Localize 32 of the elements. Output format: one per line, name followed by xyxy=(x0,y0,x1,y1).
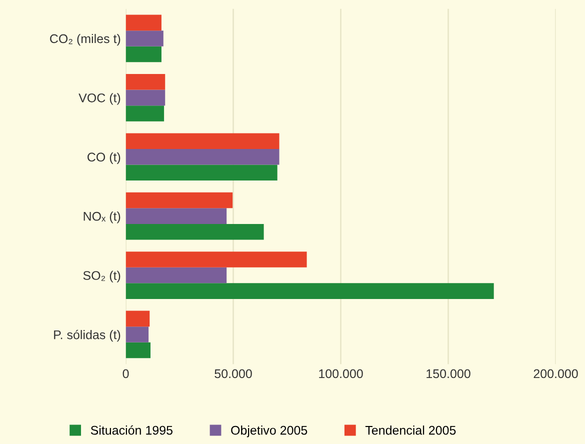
x-tick-label: 200.000 xyxy=(534,369,578,378)
y-tick-label: SO₂ (t) xyxy=(83,270,120,282)
bar xyxy=(126,106,164,122)
bar xyxy=(126,14,162,31)
bar xyxy=(126,192,233,208)
x-tick-label: 50.000 xyxy=(214,369,252,378)
y-tick-label: CO₂ (miles t) xyxy=(50,34,120,46)
y-tick-label: CO (t) xyxy=(88,152,120,164)
y-tick-label: P. sólidas (t) xyxy=(54,330,120,342)
bar xyxy=(126,252,307,268)
bar xyxy=(126,46,162,62)
bar xyxy=(126,90,166,106)
bar xyxy=(126,148,280,165)
x-tick-label: 150.000 xyxy=(426,369,470,378)
bar xyxy=(126,74,166,90)
legend-label: Situación 1995 xyxy=(90,425,172,435)
bar xyxy=(126,267,227,284)
bar xyxy=(126,224,264,240)
y-tick-label: VOC (t) xyxy=(78,93,120,105)
bar xyxy=(126,326,149,342)
y-tick-label: NOₓ (t) xyxy=(84,212,120,224)
bar xyxy=(126,310,150,327)
bar xyxy=(126,164,278,181)
bar xyxy=(126,133,280,149)
x-tick-label: 0 xyxy=(122,369,129,378)
bar xyxy=(126,342,150,358)
x-tick-label: 100.000 xyxy=(319,369,363,378)
legend-label: Objetivo 2005 xyxy=(231,426,308,438)
legend-label: Tendencial 2005 xyxy=(365,426,456,435)
bar xyxy=(126,30,164,46)
bar xyxy=(126,283,494,299)
bar xyxy=(126,208,227,224)
